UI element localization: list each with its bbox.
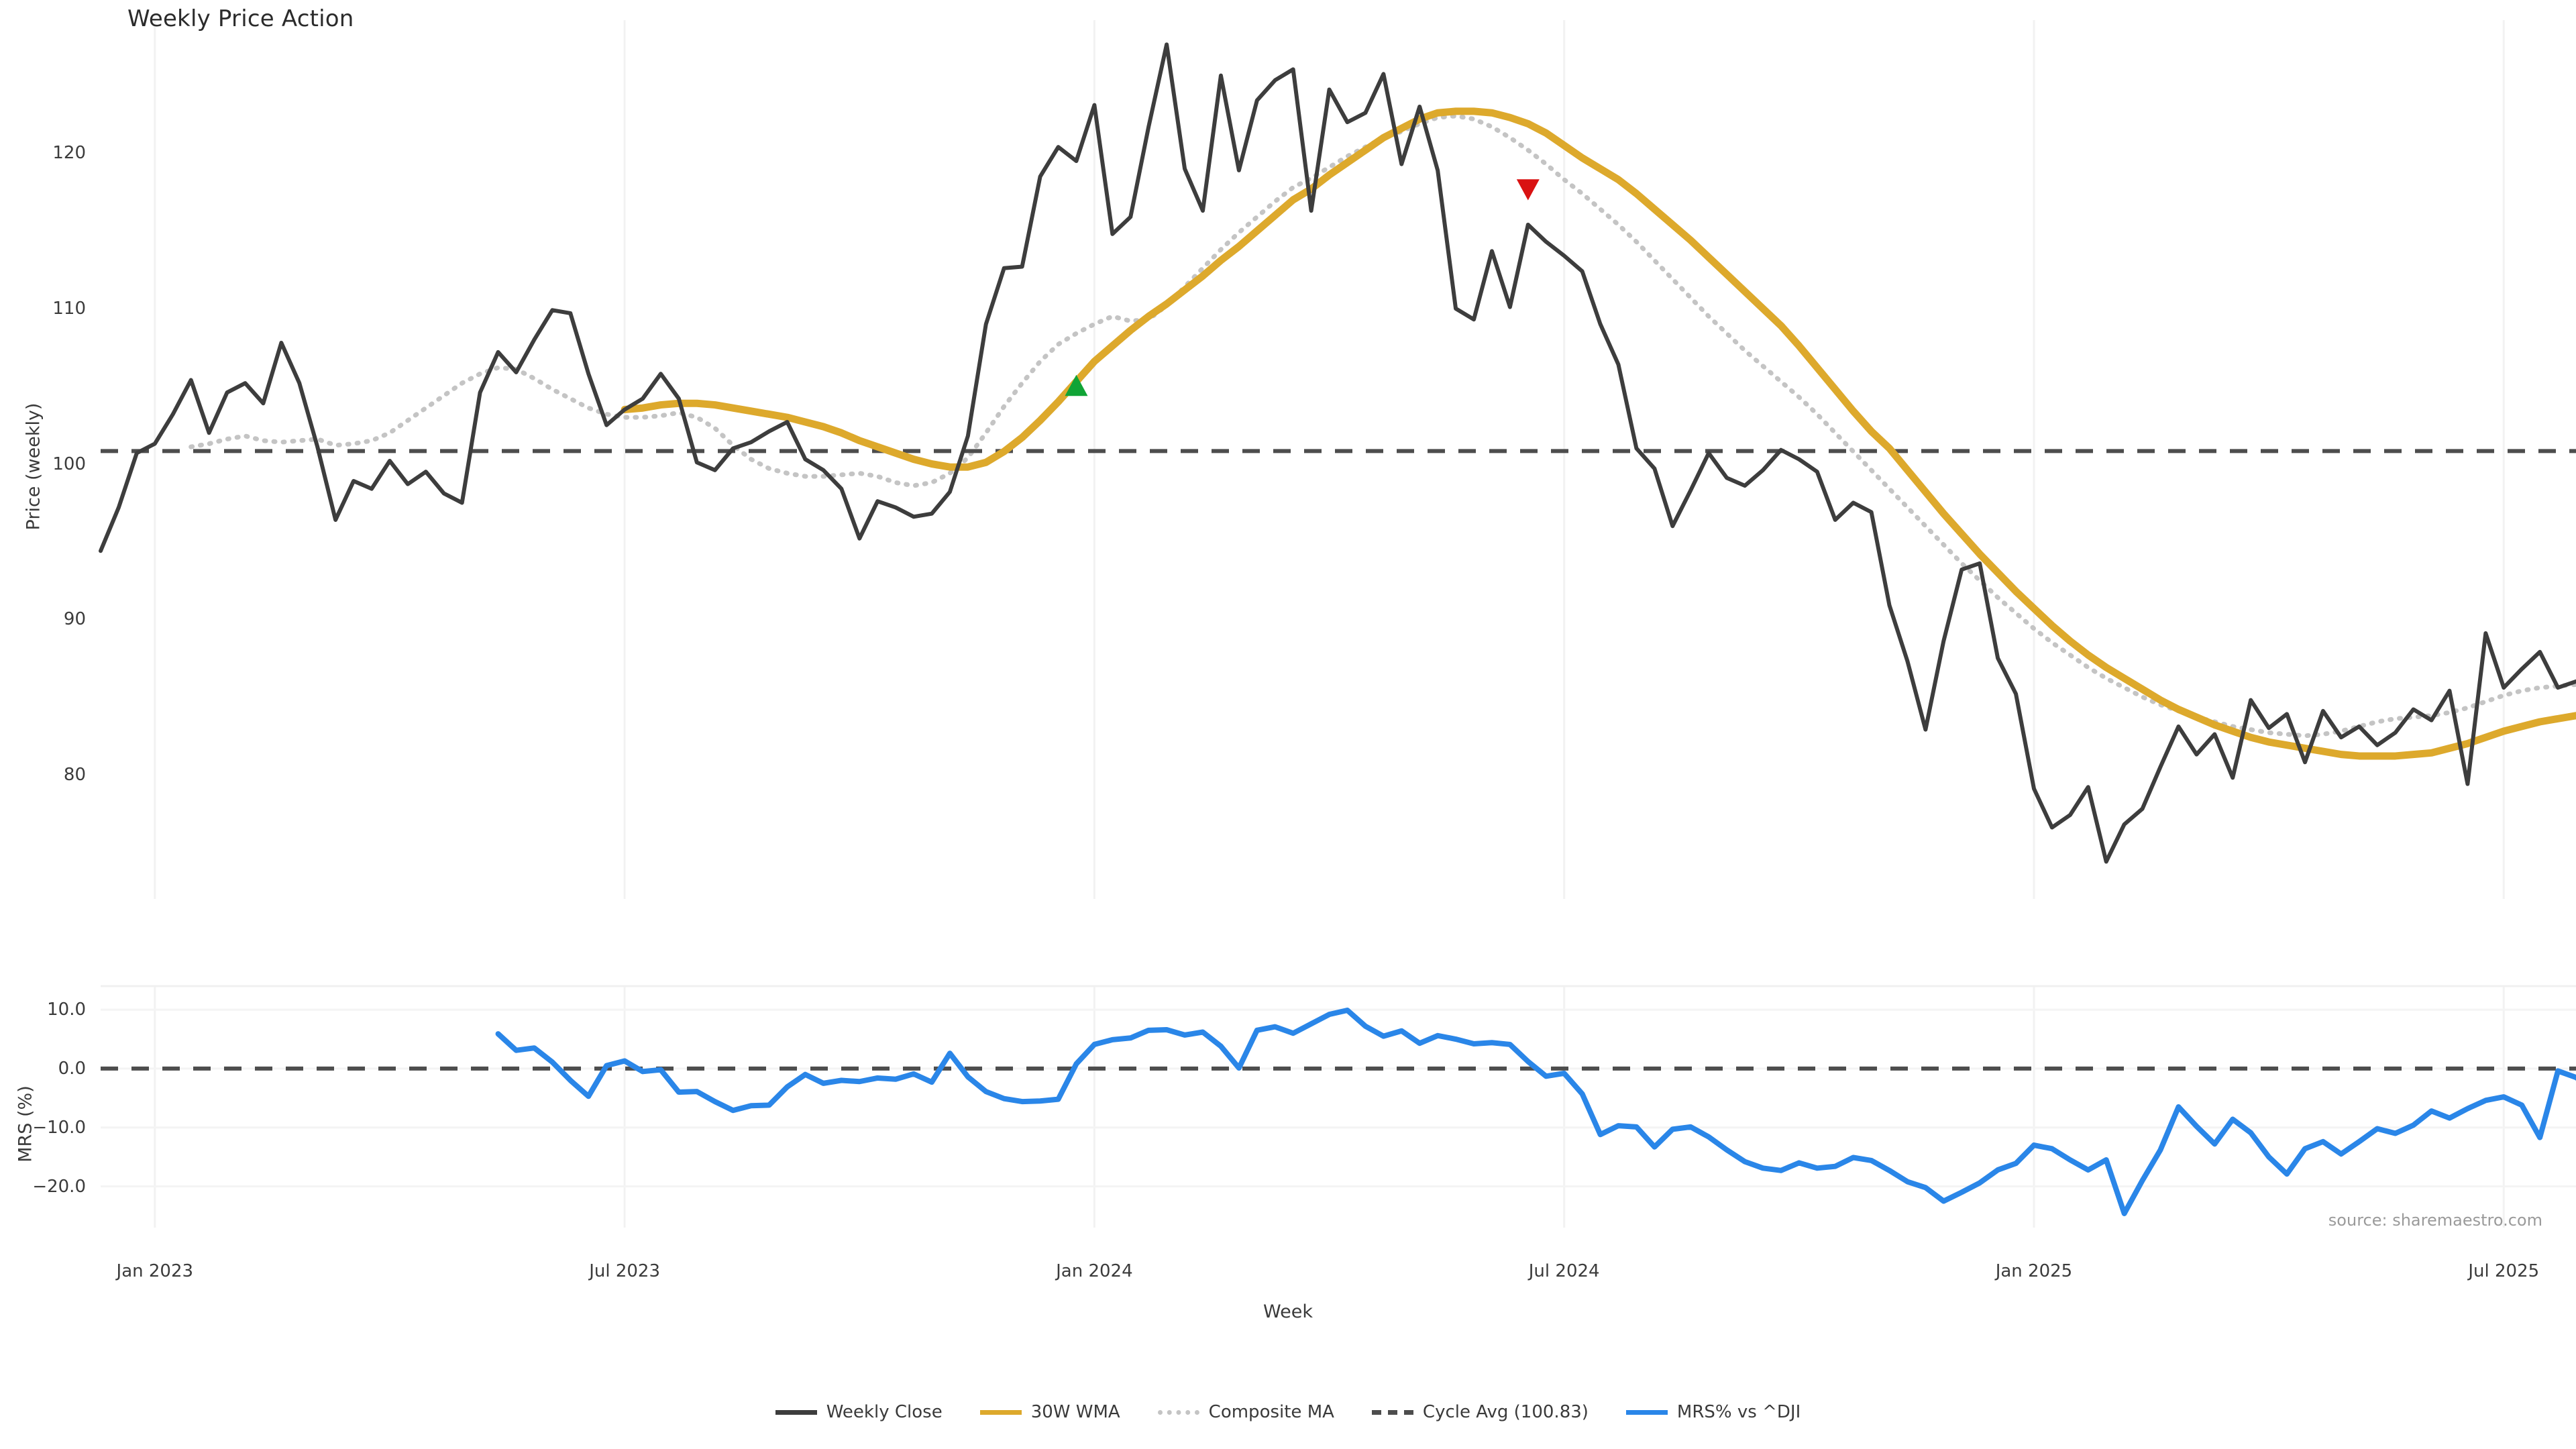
x-tick-label: Jan 2025 bbox=[1995, 1261, 2073, 1281]
price-y-tick-label: 90 bbox=[63, 609, 86, 630]
buy-signal-marker[interactable] bbox=[1065, 374, 1088, 396]
mrs-y-tick-label: 10.0 bbox=[47, 1000, 86, 1020]
legend-swatch-dashed-icon bbox=[1371, 1409, 1413, 1415]
price-y-tick-label: 100 bbox=[52, 453, 86, 474]
legend-label: 30W WMA bbox=[1030, 1402, 1120, 1422]
legend-swatch-dotted-icon bbox=[1157, 1409, 1199, 1415]
x-tick-label: Jan 2024 bbox=[1056, 1261, 1133, 1281]
sell-signal-marker[interactable] bbox=[1516, 179, 1540, 201]
x-axis-label: Week bbox=[1263, 1301, 1313, 1322]
mrs-y-tick-label: 0.0 bbox=[58, 1058, 86, 1079]
legend-label: MRS% vs ^DJI bbox=[1676, 1402, 1801, 1422]
price-y-tick-label: 120 bbox=[52, 143, 86, 164]
chart-legend: Weekly Close 30W WMA Composite MA Cycle Avg… bbox=[0, 1402, 2576, 1422]
page-title: Weekly Price Action bbox=[127, 5, 354, 32]
x-tick-label: Jul 2024 bbox=[1528, 1261, 1600, 1281]
composite-ma-line bbox=[189, 113, 2576, 739]
legend-label: Cycle Avg (100.83) bbox=[1422, 1402, 1589, 1422]
weekly-close-line bbox=[99, 42, 2576, 864]
mrs-y-tick-label: −20.0 bbox=[32, 1176, 86, 1197]
legend-item[interactable]: Composite MA bbox=[1157, 1402, 1334, 1422]
x-tick-label: Jan 2023 bbox=[116, 1261, 194, 1281]
legend-swatch-solid-icon bbox=[775, 1409, 817, 1415]
source-note: source: sharemaestro.com bbox=[2328, 1211, 2542, 1230]
legend-swatch-solid-icon bbox=[979, 1409, 1022, 1415]
mrs-line bbox=[495, 1008, 2576, 1216]
mrs-y-tick-label: −10.0 bbox=[32, 1117, 86, 1138]
legend-label: Composite MA bbox=[1208, 1402, 1334, 1422]
legend-item[interactable]: MRS% vs ^DJI bbox=[1625, 1402, 1801, 1422]
x-tick-label: Jul 2025 bbox=[2468, 1261, 2540, 1281]
price-y-tick-label: 110 bbox=[52, 299, 86, 319]
x-tick-label: Jul 2023 bbox=[589, 1261, 660, 1281]
legend-item[interactable]: Weekly Close bbox=[775, 1402, 943, 1422]
price-y-tick-label: 80 bbox=[63, 764, 86, 785]
wma-line bbox=[621, 107, 2576, 760]
legend-swatch-solid-icon bbox=[1625, 1409, 1668, 1415]
legend-item[interactable]: 30W WMA bbox=[979, 1402, 1120, 1422]
legend-item[interactable]: Cycle Avg (100.83) bbox=[1371, 1402, 1589, 1422]
legend-label: Weekly Close bbox=[826, 1402, 943, 1422]
